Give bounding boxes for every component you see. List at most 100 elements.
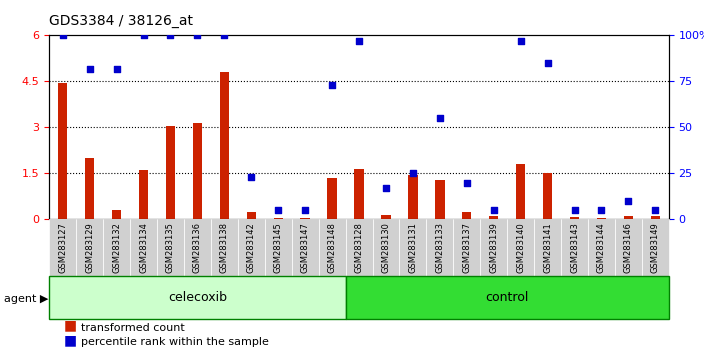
Text: GSM283135: GSM283135	[166, 222, 175, 273]
Point	[434, 115, 446, 121]
Point	[57, 33, 68, 38]
Text: control: control	[486, 291, 529, 304]
FancyBboxPatch shape	[103, 219, 130, 276]
Bar	[139, 170, 149, 219]
FancyBboxPatch shape	[346, 219, 372, 276]
Text: GSM283148: GSM283148	[327, 222, 337, 273]
Point	[515, 38, 527, 44]
Bar	[462, 212, 472, 219]
Text: ■: ■	[63, 333, 77, 347]
FancyBboxPatch shape	[265, 219, 291, 276]
Text: GSM283140: GSM283140	[516, 222, 525, 273]
FancyBboxPatch shape	[561, 219, 588, 276]
Point	[408, 171, 419, 176]
FancyBboxPatch shape	[319, 219, 346, 276]
FancyBboxPatch shape	[49, 276, 346, 319]
Point	[650, 207, 661, 213]
Text: GSM283146: GSM283146	[624, 222, 633, 273]
Bar	[516, 164, 525, 219]
Bar	[327, 178, 337, 219]
FancyBboxPatch shape	[238, 219, 265, 276]
Point	[380, 185, 391, 191]
Bar	[408, 175, 417, 219]
FancyBboxPatch shape	[291, 219, 319, 276]
Text: GSM283130: GSM283130	[382, 222, 391, 273]
FancyBboxPatch shape	[211, 219, 238, 276]
Point	[165, 33, 176, 38]
Text: ■: ■	[63, 319, 77, 333]
Text: percentile rank within the sample: percentile rank within the sample	[81, 337, 269, 347]
FancyBboxPatch shape	[346, 276, 669, 319]
Point	[219, 33, 230, 38]
Point	[111, 66, 122, 72]
Point	[623, 198, 634, 204]
Bar	[85, 158, 94, 219]
Text: GSM283128: GSM283128	[355, 222, 363, 273]
FancyBboxPatch shape	[507, 219, 534, 276]
FancyBboxPatch shape	[588, 219, 615, 276]
Point	[569, 207, 580, 213]
Point	[272, 207, 284, 213]
Text: GSM283138: GSM283138	[220, 222, 229, 273]
Text: GSM283143: GSM283143	[570, 222, 579, 273]
FancyBboxPatch shape	[372, 219, 399, 276]
FancyBboxPatch shape	[76, 219, 103, 276]
Bar	[165, 126, 175, 219]
Text: GSM283127: GSM283127	[58, 222, 68, 273]
Point	[138, 33, 149, 38]
Bar	[435, 179, 444, 219]
FancyBboxPatch shape	[399, 219, 427, 276]
FancyBboxPatch shape	[49, 219, 76, 276]
Point	[327, 82, 338, 88]
Text: GSM283149: GSM283149	[650, 222, 660, 273]
Bar	[354, 169, 364, 219]
Bar	[382, 215, 391, 219]
Text: GSM283134: GSM283134	[139, 222, 148, 273]
Point	[84, 66, 95, 72]
Point	[246, 174, 257, 180]
Text: GSM283144: GSM283144	[597, 222, 606, 273]
Text: GSM283131: GSM283131	[408, 222, 417, 273]
Bar	[301, 218, 310, 219]
Text: GSM283137: GSM283137	[463, 222, 471, 273]
Text: GSM283133: GSM283133	[435, 222, 444, 273]
Bar	[650, 216, 660, 219]
Point	[461, 180, 472, 185]
Bar	[58, 83, 68, 219]
Text: GSM283141: GSM283141	[543, 222, 552, 273]
FancyBboxPatch shape	[615, 219, 642, 276]
Text: GSM283142: GSM283142	[247, 222, 256, 273]
Bar	[112, 210, 121, 219]
Point	[488, 207, 499, 213]
Bar	[543, 173, 553, 219]
Text: transformed count: transformed count	[81, 323, 184, 333]
Bar	[624, 216, 633, 219]
FancyBboxPatch shape	[480, 219, 507, 276]
Point	[596, 207, 607, 213]
Text: GSM283147: GSM283147	[301, 222, 310, 273]
Bar	[193, 123, 202, 219]
Text: celecoxib: celecoxib	[168, 291, 227, 304]
FancyBboxPatch shape	[534, 219, 561, 276]
Bar	[489, 216, 498, 219]
Point	[191, 33, 203, 38]
Point	[542, 60, 553, 66]
FancyBboxPatch shape	[642, 219, 669, 276]
FancyBboxPatch shape	[453, 219, 480, 276]
Text: agent ▶: agent ▶	[4, 294, 48, 304]
Point	[299, 207, 310, 213]
Bar	[274, 218, 283, 219]
Text: GSM283145: GSM283145	[274, 222, 283, 273]
Bar	[220, 72, 229, 219]
FancyBboxPatch shape	[427, 219, 453, 276]
Bar	[597, 218, 606, 219]
Point	[353, 38, 365, 44]
Text: GDS3384 / 38126_at: GDS3384 / 38126_at	[49, 14, 194, 28]
Text: GSM283139: GSM283139	[489, 222, 498, 273]
FancyBboxPatch shape	[157, 219, 184, 276]
Bar	[570, 217, 579, 219]
Text: GSM283132: GSM283132	[112, 222, 121, 273]
Text: GSM283129: GSM283129	[85, 222, 94, 273]
Bar	[246, 212, 256, 219]
Text: GSM283136: GSM283136	[193, 222, 202, 273]
